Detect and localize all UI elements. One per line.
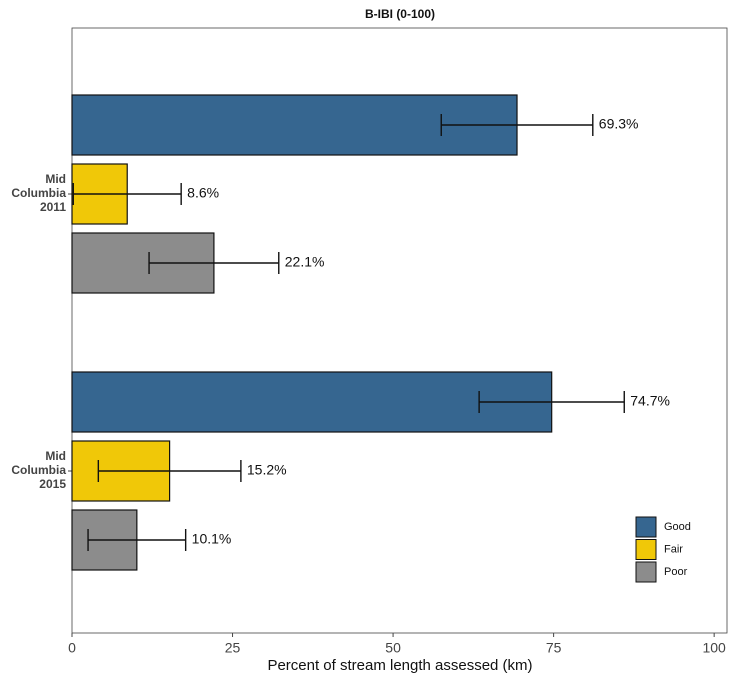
error-bar	[72, 183, 182, 205]
value-label: 8.6%	[187, 185, 219, 201]
error-bar	[87, 529, 187, 551]
legend-swatch	[635, 516, 657, 538]
x-axis-label: Percent of stream length assessed (km)	[267, 657, 532, 674]
y-tick-label: Mid Columbia 2011	[11, 172, 66, 214]
error-bar	[440, 114, 594, 136]
x-tick-label: 100	[702, 640, 726, 656]
value-label: 15.2%	[247, 462, 287, 478]
value-label: 22.1%	[285, 254, 325, 270]
x-tick-label: 0	[68, 640, 76, 656]
error-bar	[97, 460, 242, 482]
legend-label: Good	[664, 521, 691, 533]
x-tick-label: 25	[225, 640, 241, 656]
legend-label: Fair	[664, 543, 683, 555]
bar	[71, 371, 553, 433]
legend-label: Poor	[664, 566, 688, 578]
error-bar	[148, 252, 280, 274]
error-bar	[478, 391, 625, 413]
y-tick-label: Mid Columbia 2015	[11, 449, 66, 491]
chart-title: B-IBI (0-100)	[365, 7, 435, 21]
value-label: 74.7%	[630, 393, 670, 409]
value-label: 69.3%	[599, 116, 639, 132]
legend-swatch	[635, 561, 657, 583]
x-tick-label: 75	[546, 640, 562, 656]
legend-swatch	[635, 539, 657, 560]
value-label: 10.1%	[192, 531, 232, 547]
x-tick-label: 50	[385, 640, 401, 656]
